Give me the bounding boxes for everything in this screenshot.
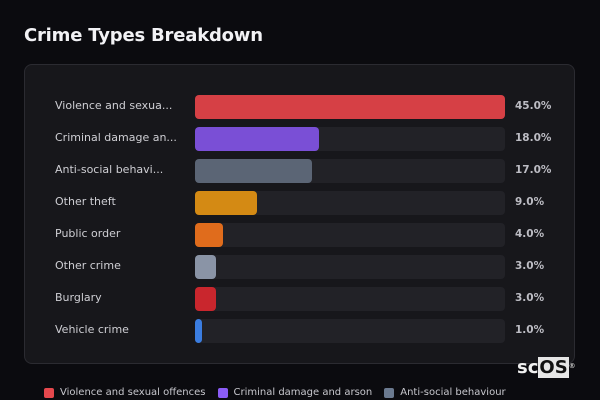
bar-label: Vehicle crime <box>55 323 129 336</box>
legend-swatch-icon <box>44 387 54 398</box>
bar-fill[interactable] <box>195 159 312 183</box>
bar-label: Burglary <box>55 291 102 304</box>
bar-fill[interactable] <box>195 319 202 343</box>
bar-fill[interactable] <box>195 287 216 311</box>
legend-swatch-icon <box>217 387 228 398</box>
bar-fill[interactable] <box>195 255 216 279</box>
bar-value: 18.0% <box>515 132 552 144</box>
bar-row: Anti-social behavi... 17.0% <box>25 159 574 183</box>
bar-track <box>195 287 505 311</box>
bar-track <box>195 223 505 247</box>
bar-track <box>195 255 505 279</box>
bar-fill[interactable] <box>195 223 223 247</box>
chart-title: Crime Types Breakdown <box>24 25 263 46</box>
bar-label: Other theft <box>55 195 116 208</box>
registered-mark: ® <box>568 362 576 370</box>
bar-row: Criminal damage an... 18.0% <box>25 127 574 151</box>
bar-track <box>195 95 505 119</box>
legend-label: Anti-social behaviour <box>400 387 506 398</box>
bar-fill[interactable] <box>195 95 505 119</box>
legend-label: Violence and sexual offences <box>60 387 206 398</box>
legend-swatch-icon <box>384 387 395 398</box>
bar-track <box>195 127 505 151</box>
chart-panel: Violence and sexua... 45.0% Criminal damag… <box>24 64 575 364</box>
bar-value: 3.0% <box>515 292 545 304</box>
bar-fill[interactable] <box>195 127 319 151</box>
legend-item[interactable]: Criminal damage and arson <box>217 387 373 398</box>
bar-value: 4.0% <box>515 228 545 240</box>
bar-value: 17.0% <box>515 164 552 176</box>
bar-row: Vehicle crime 1.0% <box>25 319 574 343</box>
bar-row: Burglary 3.0% <box>25 287 574 311</box>
bar-value: 1.0% <box>515 324 545 336</box>
logo-sc: sc <box>517 357 539 378</box>
legend-label: Criminal damage and arson <box>233 387 373 398</box>
bar-label: Public order <box>55 227 121 240</box>
bar-label: Anti-social behavi... <box>55 163 164 176</box>
bar-label: Criminal damage an... <box>55 131 177 144</box>
bar-track <box>195 191 505 215</box>
bar-row: Other crime 3.0% <box>25 255 574 279</box>
bar-row: Other theft 9.0% <box>25 191 574 215</box>
bar-label: Other crime <box>55 259 121 272</box>
bar-value: 45.0% <box>515 100 552 112</box>
bar-row: Public order 4.0% <box>25 223 574 247</box>
legend-item[interactable]: Violence and sexual offences <box>44 387 206 398</box>
legend: Violence and sexual offences Criminal dam… <box>44 387 506 398</box>
legend-item[interactable]: Anti-social behaviour <box>384 387 506 398</box>
scos-logo: scOS ® <box>517 357 576 378</box>
bar-value: 9.0% <box>515 196 545 208</box>
bar-track <box>195 159 505 183</box>
bar-row: Violence and sexua... 45.0% <box>25 95 574 119</box>
bar-value: 3.0% <box>515 260 545 272</box>
bar-label: Violence and sexua... <box>55 99 173 112</box>
logo-os: OS <box>538 357 569 378</box>
bar-fill[interactable] <box>195 191 257 215</box>
bar-track <box>195 319 505 343</box>
